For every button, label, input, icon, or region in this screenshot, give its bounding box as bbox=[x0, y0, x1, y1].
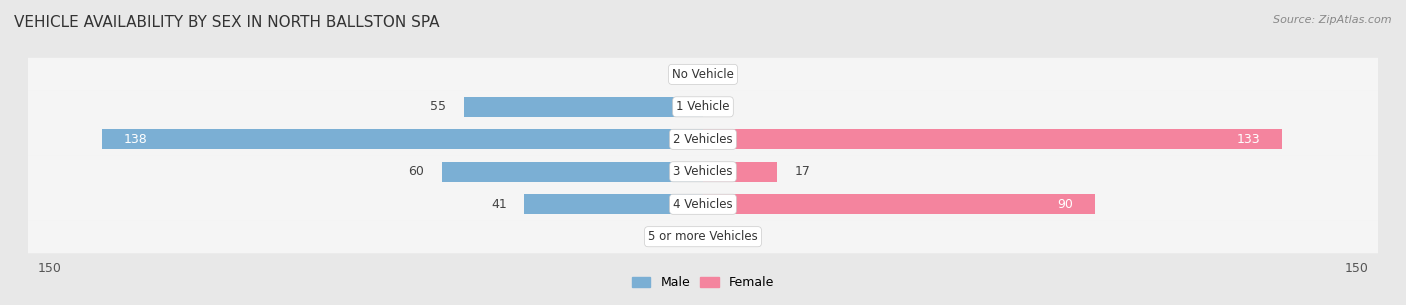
Text: 60: 60 bbox=[409, 165, 425, 178]
Text: 3 Vehicles: 3 Vehicles bbox=[673, 165, 733, 178]
Legend: Male, Female: Male, Female bbox=[627, 271, 779, 294]
Bar bbox=[524, 194, 703, 214]
Text: 133: 133 bbox=[1237, 133, 1260, 146]
Text: 138: 138 bbox=[124, 133, 148, 146]
Text: 17: 17 bbox=[794, 165, 810, 178]
FancyBboxPatch shape bbox=[28, 123, 1378, 156]
FancyBboxPatch shape bbox=[28, 58, 1378, 91]
Text: 4 Vehicles: 4 Vehicles bbox=[673, 198, 733, 211]
Bar bbox=[703, 194, 1095, 214]
FancyBboxPatch shape bbox=[28, 155, 1378, 188]
Text: 5 or more Vehicles: 5 or more Vehicles bbox=[648, 230, 758, 243]
Bar bbox=[441, 162, 703, 182]
Text: 2 Vehicles: 2 Vehicles bbox=[673, 133, 733, 146]
Text: 90: 90 bbox=[1057, 198, 1073, 211]
Text: 41: 41 bbox=[491, 198, 508, 211]
Text: 0: 0 bbox=[678, 230, 686, 243]
FancyBboxPatch shape bbox=[28, 188, 1378, 221]
FancyBboxPatch shape bbox=[28, 90, 1378, 124]
Bar bbox=[703, 162, 778, 182]
Text: VEHICLE AVAILABILITY BY SEX IN NORTH BALLSTON SPA: VEHICLE AVAILABILITY BY SEX IN NORTH BAL… bbox=[14, 15, 440, 30]
Text: 55: 55 bbox=[430, 100, 446, 113]
Text: 0: 0 bbox=[720, 100, 728, 113]
FancyBboxPatch shape bbox=[28, 220, 1378, 253]
Bar bbox=[703, 129, 1282, 149]
Bar bbox=[103, 129, 703, 149]
Bar bbox=[464, 97, 703, 117]
Text: 0: 0 bbox=[720, 230, 728, 243]
Text: No Vehicle: No Vehicle bbox=[672, 68, 734, 81]
Text: 0: 0 bbox=[720, 68, 728, 81]
Text: 1 Vehicle: 1 Vehicle bbox=[676, 100, 730, 113]
Text: Source: ZipAtlas.com: Source: ZipAtlas.com bbox=[1274, 15, 1392, 25]
Text: 0: 0 bbox=[678, 68, 686, 81]
